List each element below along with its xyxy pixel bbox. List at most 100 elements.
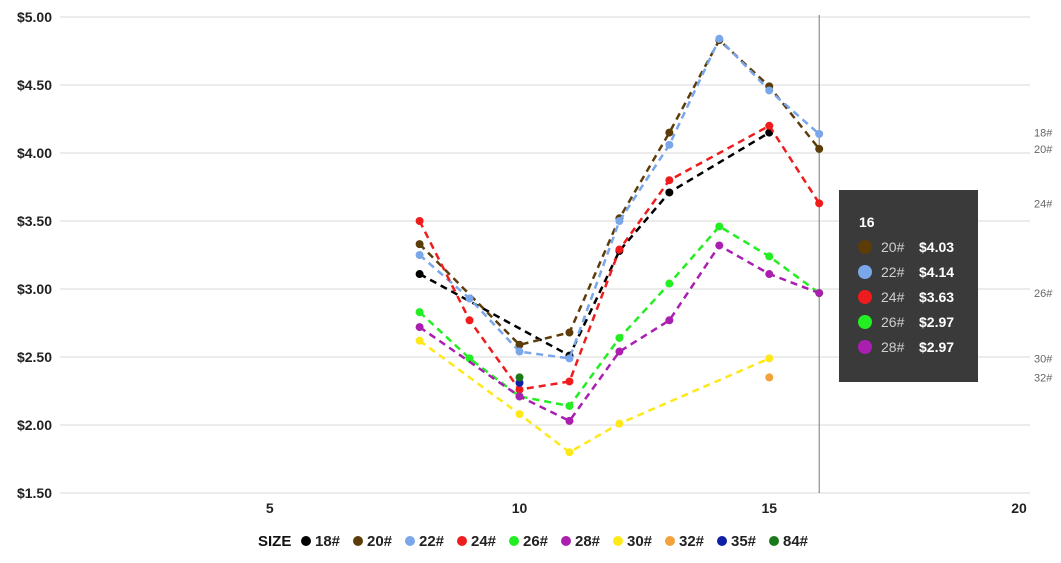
- y-tick-label: $2.00: [17, 417, 52, 433]
- data-point[interactable]: [665, 176, 674, 185]
- data-point[interactable]: [815, 289, 824, 298]
- series-28: [415, 241, 824, 425]
- data-point[interactable]: [565, 448, 574, 457]
- legend-item[interactable]: 30#: [627, 533, 653, 550]
- tooltip-series-value: $2.97: [919, 339, 954, 355]
- series-line: [419, 131, 770, 358]
- data-point[interactable]: [465, 294, 474, 303]
- series-line: [418, 243, 820, 423]
- data-point[interactable]: [415, 251, 424, 259]
- y-tick-label: $4.50: [17, 77, 52, 93]
- data-point[interactable]: [415, 323, 424, 332]
- data-point[interactable]: [415, 217, 424, 225]
- data-point[interactable]: [615, 217, 624, 225]
- data-point[interactable]: [515, 340, 524, 349]
- data-point[interactable]: [565, 328, 574, 337]
- data-point[interactable]: [515, 410, 524, 419]
- tooltip-series-value: $4.14: [919, 264, 954, 280]
- legend-swatch: [457, 536, 467, 546]
- legend-swatch: [509, 536, 519, 546]
- hover-tooltip: 16 20# $4.03 22# $4.14 24# $3.63 26# $2.97 28# $2.…: [839, 190, 978, 382]
- data-point[interactable]: [415, 308, 424, 317]
- data-point[interactable]: [815, 199, 824, 208]
- y-tick-label: $1.50: [17, 485, 52, 501]
- data-point[interactable]: [665, 128, 674, 137]
- legend-item[interactable]: 35#: [731, 533, 757, 550]
- y-tick-label: $2.50: [17, 349, 52, 365]
- legend-item[interactable]: 18#: [315, 533, 341, 550]
- data-point[interactable]: [715, 222, 724, 231]
- data-point[interactable]: [815, 129, 824, 138]
- data-point[interactable]: [415, 270, 424, 279]
- legend-item[interactable]: 24#: [471, 533, 497, 550]
- legend-title: SIZE: [258, 533, 291, 550]
- data-point[interactable]: [765, 86, 774, 95]
- data-point[interactable]: [765, 121, 774, 130]
- data-point[interactable]: [815, 144, 824, 153]
- data-point[interactable]: [415, 336, 424, 345]
- series-84: [515, 373, 524, 382]
- data-point[interactable]: [765, 373, 774, 382]
- data-point[interactable]: [565, 416, 574, 425]
- data-point[interactable]: [665, 140, 674, 149]
- data-point[interactable]: [615, 347, 624, 356]
- data-point[interactable]: [765, 270, 774, 279]
- series-line: [418, 38, 821, 347]
- data-point[interactable]: [465, 316, 474, 325]
- series-24: [415, 121, 824, 394]
- legend-item[interactable]: 84#: [783, 533, 809, 550]
- legend-swatch: [613, 536, 623, 546]
- tooltip-series-value: $3.63: [919, 289, 954, 305]
- y-tick-label: $3.50: [17, 213, 52, 229]
- data-point[interactable]: [565, 354, 574, 363]
- legend-item[interactable]: 28#: [575, 533, 601, 550]
- tooltip-series-name: 26#: [881, 314, 905, 330]
- legend-item[interactable]: 26#: [523, 533, 549, 550]
- data-point[interactable]: [415, 240, 424, 249]
- tooltip-series-name: 22#: [881, 264, 905, 280]
- data-point[interactable]: [465, 354, 474, 363]
- series-32: [765, 373, 774, 382]
- data-point[interactable]: [565, 401, 574, 410]
- data-point[interactable]: [615, 333, 624, 342]
- data-point[interactable]: [715, 241, 724, 250]
- data-point[interactable]: [665, 279, 674, 288]
- legend: SIZE 18# 20# 22# 24# 26# 28# 30# 32# 35# 84#: [258, 533, 809, 550]
- tooltip-series-value: $4.03: [919, 239, 954, 255]
- data-point[interactable]: [615, 419, 624, 428]
- tooltip-swatch: [858, 265, 872, 279]
- data-point[interactable]: [715, 34, 724, 43]
- data-point[interactable]: [765, 354, 774, 363]
- y-tick-label: $5.00: [17, 9, 52, 25]
- data-point[interactable]: [615, 245, 624, 254]
- tooltip-series-name: 28#: [881, 339, 905, 355]
- series-30: [415, 336, 774, 457]
- data-point[interactable]: [515, 385, 524, 394]
- legend-item[interactable]: 32#: [679, 533, 705, 550]
- tooltip-series-name: 24#: [881, 289, 905, 305]
- y-tick-label: $4.00: [17, 145, 52, 161]
- legend-item[interactable]: 20#: [367, 533, 393, 550]
- series-line: [418, 124, 821, 391]
- series-line: [418, 36, 821, 360]
- series-22: [415, 34, 824, 363]
- legend-item[interactable]: 22#: [419, 533, 445, 550]
- y-tick-label: $3.00: [17, 281, 52, 297]
- x-tick-label: 15: [761, 500, 777, 516]
- tooltip-swatch: [858, 315, 872, 329]
- data-point[interactable]: [515, 392, 524, 401]
- data-point[interactable]: [515, 347, 524, 356]
- y-axis-ticks: $1.50 $2.00 $2.50 $3.00 $3.50 $4.00 $4.50 $5.00: [17, 9, 52, 501]
- legend-swatch: [665, 536, 675, 546]
- data-point[interactable]: [665, 316, 674, 325]
- x-tick-label: 5: [266, 500, 274, 516]
- series-end-label: 20#: [1034, 144, 1053, 156]
- data-point[interactable]: [565, 377, 574, 386]
- series-end-label: 32#: [1034, 372, 1053, 384]
- series-end-label: 30#: [1034, 353, 1053, 365]
- data-point[interactable]: [665, 188, 674, 197]
- data-point[interactable]: [515, 373, 524, 382]
- data-point[interactable]: [765, 252, 774, 261]
